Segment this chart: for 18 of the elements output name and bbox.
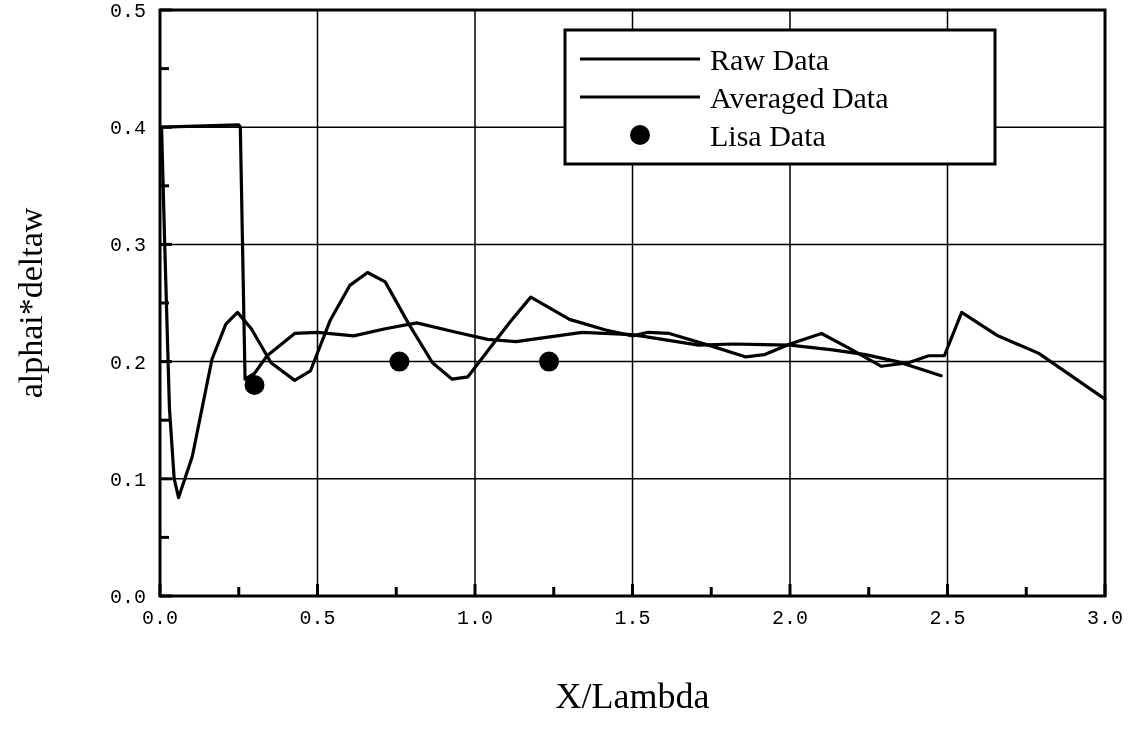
y-tick-label: 0.0: [109, 586, 146, 609]
x-axis-title: X/Lambda: [555, 676, 710, 716]
y-tick-label: 0.5: [109, 0, 146, 23]
legend-label: Raw Data: [710, 42, 830, 76]
x-tick-label: 3.0: [1086, 607, 1124, 630]
legend-label: Averaged Data: [710, 80, 889, 114]
x-tick-label: 0.0: [141, 607, 179, 630]
y-tick-label: 0.4: [109, 117, 146, 141]
legend-label: Lisa Data: [710, 118, 826, 152]
x-tick-label: 1.0: [456, 607, 494, 630]
x-tick-label: 1.5: [614, 607, 651, 630]
y-tick-label: 0.3: [109, 234, 146, 258]
x-tick-label: 0.5: [299, 607, 336, 630]
x-tick-label: 2.0: [771, 607, 809, 630]
y-tick-label: 0.2: [109, 351, 146, 375]
y-axis-title: alphai*deltaw: [12, 207, 49, 399]
x-tick-label: 2.5: [929, 607, 966, 630]
y-tick-label: 0.1: [109, 468, 146, 492]
